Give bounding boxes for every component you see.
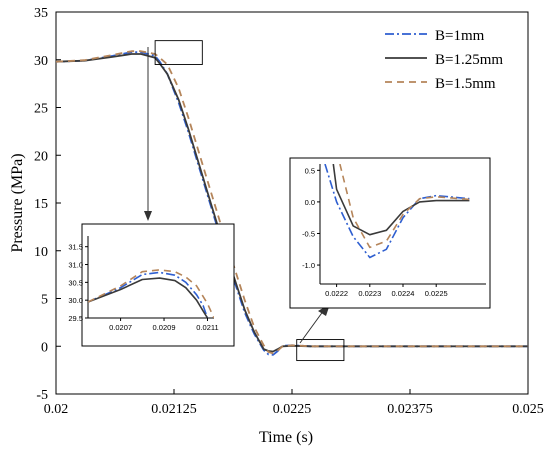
main-axis-ticks: 0.02 0.02125 0.0225 0.02375 0.025-5051015202… (34, 6, 544, 417)
inset-left-content: 0.0207 0.0209 0.0211 29.5 30.0 30.5 31.0 31.5 (68, 236, 219, 332)
x-tick-label: 0.02375 (387, 402, 433, 417)
x-axis-label: Time (s) (259, 429, 313, 446)
y-tick-label: 20 (34, 149, 48, 164)
inset-x-tick-label: 0.0225 (425, 289, 448, 298)
highlight-box (154, 40, 203, 65)
highlight-boxes (154, 40, 345, 362)
inset-left-background (81, 223, 235, 347)
inset-series-line (339, 164, 470, 249)
y-axis-label: Pressure (MPa) (9, 153, 26, 252)
y-tick-label: 10 (34, 245, 48, 260)
y-tick-label: 25 (34, 102, 48, 117)
left-zoom-arrowhead (144, 211, 152, 221)
legend-label-b15: B=1.5mm (435, 76, 496, 92)
y-tick-label: 0 (41, 340, 48, 355)
y-tick-label: 15 (34, 197, 48, 212)
inset-x-tick-label: 0.0224 (392, 289, 415, 298)
x-tick-label: 0.02 (44, 402, 69, 417)
y-tick-label: 35 (34, 6, 48, 21)
inset-series-line (332, 164, 470, 236)
series-line (55, 50, 528, 355)
inset-y-tick-label: 31.5 (68, 243, 83, 252)
inset-y-tick-label: 29.5 (68, 314, 83, 323)
x-tick-label: 0.0225 (273, 402, 312, 417)
inset-series-line (88, 277, 209, 318)
inset-left-zoom: 0.0207 0.0209 0.0211 29.5 30.0 30.5 31.0 31.5 (68, 223, 235, 347)
inset-x-tick-label: 0.0209 (153, 323, 176, 332)
inset-y-tick-label: 30.5 (68, 278, 83, 287)
inset-right-zoom: 0.0222 0.0223 0.0224 0.0225 -1.0 -0.5 0.0 0.5 (289, 157, 491, 309)
x-tick-label: 0.025 (512, 402, 544, 417)
inset-series-line (88, 271, 209, 318)
y-tick-label: 30 (34, 54, 48, 69)
y-tick-label: -5 (36, 388, 48, 403)
inset-y-tick-label: 0.0 (305, 198, 315, 207)
inset-y-tick-label: -0.5 (302, 229, 315, 238)
right-zoom-arrow (299, 309, 325, 344)
inset-right-background (289, 157, 491, 309)
y-tick-label: 5 (41, 293, 48, 308)
x-tick-label: 0.02125 (151, 402, 197, 417)
inset-right-content: 0.0222 0.0223 0.0224 0.0225 -1.0 -0.5 0.0 0.5 (302, 164, 486, 298)
inset-y-tick-label: 0.5 (305, 166, 315, 175)
legend-label-b125: B=1.25mm (435, 52, 503, 68)
inset-y-tick-label: -1.0 (302, 261, 315, 270)
legend-label-b1: B=1mm (435, 28, 485, 44)
inset-x-tick-label: 0.0207 (109, 323, 132, 332)
inset-x-tick-label: 0.0211 (196, 323, 218, 332)
inset-x-tick-label: 0.0223 (358, 289, 381, 298)
inset-series-line (88, 269, 214, 318)
legend: B=1mm B=1.25mm B=1.5mm (385, 28, 503, 92)
inset-x-tick-label: 0.0222 (325, 289, 348, 298)
inset-y-tick-label: 31.0 (68, 261, 83, 270)
highlight-box (296, 339, 345, 362)
inset-y-tick-label: 30.0 (68, 296, 83, 305)
